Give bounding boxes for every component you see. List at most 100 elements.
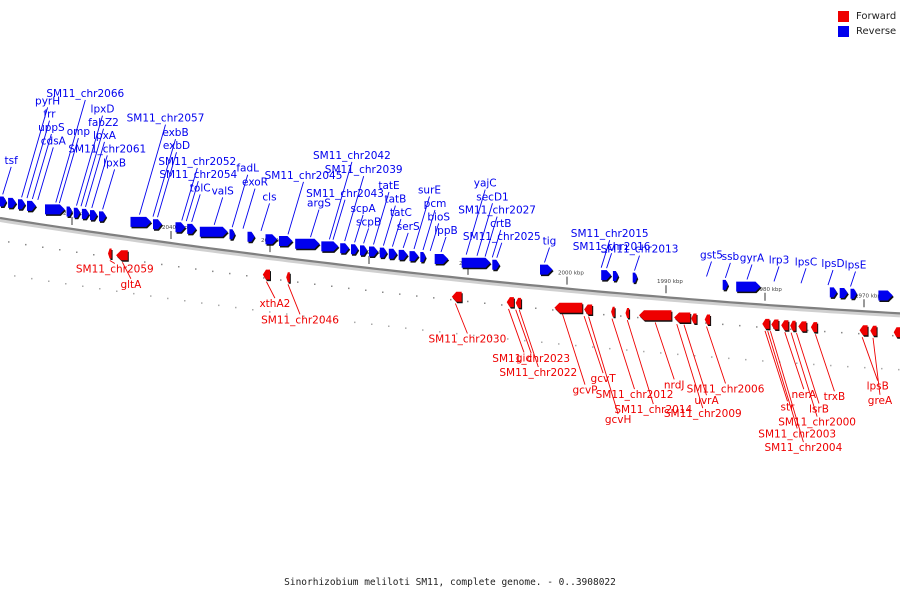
reverse-gene-arrow [279,236,293,246]
gene-label: SM11_chr2061 [68,143,146,155]
forward-gene-arrow [639,310,672,321]
track-dot [331,285,333,287]
forward-gene-arrow [611,306,615,317]
gene-label: SM11_chr2030 [428,334,506,346]
reverse-leader-line [544,247,550,263]
track-dot [813,363,815,366]
reverse-leader-line [484,216,498,257]
reverse-leader-line [363,228,370,244]
forward-leader-line [611,318,635,390]
gene-label: nerA [791,389,816,401]
reverse-gene-arrow [8,197,17,208]
track-dot [575,344,577,347]
gene-label: uppS [38,122,65,134]
reverse-leader-line [139,124,166,215]
gene-label: yajC [474,178,497,190]
gene-label: tolC [190,182,211,194]
gene-label: gcvT [591,373,617,385]
forward-leader-line [796,332,820,404]
forward-leader-line [769,331,804,443]
gene-label: omp [67,126,91,138]
forward-leader-line [121,262,132,279]
forward-leader-line [265,281,276,299]
label-leader-lines [2,99,881,443]
track-dot [280,279,282,281]
track-dot [388,325,390,327]
scale-tick-label: 2040 kbp [162,225,188,231]
backbone-shadow [0,218,900,318]
gene-label: gcvH [605,414,632,426]
forward-gene-arrow [798,321,807,332]
track-dot [229,272,231,275]
reverse-leader-line [58,137,79,204]
gene-label: frr [43,109,56,121]
forward-leader-line [588,316,619,415]
gene-label: gst5 [700,249,723,261]
track-dot [218,304,220,307]
gene-label: valS [212,185,235,197]
reverse-gene-arrow [632,272,638,283]
track-dot [167,297,169,300]
track-dot [416,295,418,297]
gene-label: lrp3 [769,254,790,266]
reverse-leader-line [373,191,390,245]
gene-label: SM11_chr2066 [46,88,124,100]
gene-label: trxB [824,391,846,403]
track-dot [450,298,452,301]
track-dot [337,319,339,321]
track-dot [297,281,299,283]
legend-label-forward: Forward [856,11,897,22]
reverse-leader-line [91,155,108,208]
reverse-gene-arrow [388,248,397,259]
reverse-leader-line [465,189,486,255]
reverse-leader-line [706,261,712,277]
gene-label: lpxD [91,104,115,116]
reverse-gene-arrow [398,249,408,260]
track-dot [201,302,203,304]
reverse-gene-arrow [736,281,761,292]
gene-label: xthA2 [259,298,290,310]
forward-gene-arrow [762,318,770,329]
gene-label: SM11_chr2045 [265,170,343,182]
gene-label: SM11_chr2013 [601,244,679,256]
track-dot [796,362,798,364]
reverse-leader-line [746,264,753,280]
forward-leader-line [109,260,116,264]
track-dot [643,350,645,353]
reverse-gene-arrow [351,244,359,255]
track-dot [552,309,554,311]
reverse-leader-line [413,196,430,250]
reverse-leader-line [429,223,440,251]
forward-gene-arrow [515,297,522,308]
reverse-leader-line [773,266,780,282]
track-dot [144,261,146,263]
gene-label: pyrH [35,95,60,107]
forward-gene-arrow [781,320,789,331]
track-dot [303,315,305,317]
reverse-leader-line [260,203,270,232]
track-dot [620,315,622,317]
forward-leader-line [683,324,707,396]
forward-gene-arrow [451,291,462,302]
track-dot [790,328,792,330]
track-dot [184,300,186,302]
reverse-gene-arrow [0,196,7,207]
gene-label: tig [543,235,557,247]
reverse-leader-line [328,161,353,240]
reverse-gene-arrow [839,288,848,298]
reverse-gene-arrow [420,252,426,262]
track-dot [609,347,611,350]
reverse-leader-line [344,176,365,242]
track-dot [161,263,163,266]
genome-caption: Sinorhizobium meliloti SM11, complete ge… [284,577,616,588]
gene-label: str [781,401,796,413]
legend-item-forward: Forward [838,9,896,24]
reverse-leader-line [354,214,364,243]
track-dot [592,346,594,348]
forward-leader-line [872,337,881,395]
reverse-leader-line [242,188,256,229]
reverse-leader-line [310,209,320,238]
gene-label: lpsC [795,256,817,268]
gene-label: SM11_chr2006 [687,383,765,395]
track-dot [65,283,67,285]
